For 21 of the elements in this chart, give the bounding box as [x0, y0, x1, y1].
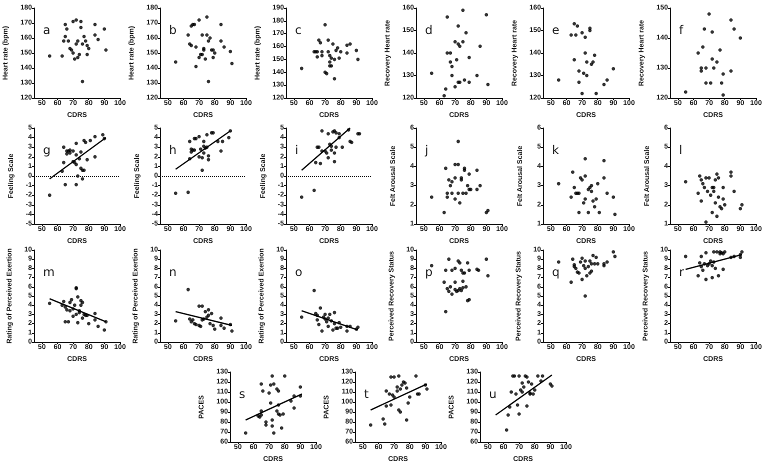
- annotation: c: [295, 23, 302, 37]
- annotation: j: [424, 143, 428, 157]
- annotation: r: [679, 265, 684, 279]
- annotation: d: [425, 23, 433, 37]
- annotation: k: [552, 143, 559, 157]
- annotation: b: [169, 23, 177, 37]
- annotation: a: [43, 23, 50, 37]
- annotation: l: [679, 143, 682, 157]
- annotation: h: [169, 143, 177, 157]
- annotation: i: [295, 143, 298, 157]
- annotation: t: [364, 387, 369, 401]
- annotation: s: [239, 387, 246, 401]
- annotation: f: [679, 23, 684, 37]
- annotation: m: [43, 265, 55, 279]
- annotation: q: [552, 265, 560, 279]
- annotation: e: [552, 23, 560, 37]
- annotation: g: [43, 143, 51, 157]
- annotation: n: [169, 265, 177, 279]
- annotation: u: [489, 387, 497, 401]
- annotation: o: [295, 265, 302, 279]
- annotation: p: [425, 265, 433, 279]
